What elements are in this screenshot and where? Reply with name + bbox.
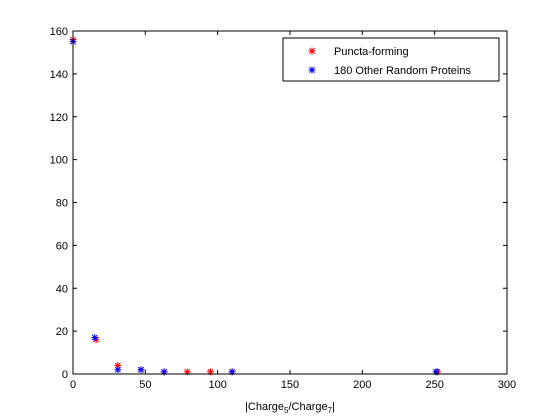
y-tick-label: 100 (50, 155, 68, 167)
legend-entry-label: Puncta-forming (334, 46, 409, 58)
plot-area (73, 31, 507, 374)
y-tick-label: 40 (56, 283, 68, 295)
legend: Puncta-forming 180 Other Random Proteins (282, 37, 500, 82)
y-tick-label: 140 (50, 69, 68, 81)
y-tick-label: 160 (50, 26, 68, 38)
x-axis-label-sub2: 7 (328, 406, 333, 415)
y-tick-label: 20 (56, 326, 68, 338)
x-tick-label: 150 (281, 379, 299, 391)
data-point-other-proteins (91, 334, 99, 342)
x-axis-label-sub1: 5 (284, 406, 289, 415)
legend-box (282, 37, 500, 82)
legend-marker (308, 47, 316, 55)
y-tick-label: 0 (62, 369, 68, 381)
legend-marker (308, 66, 316, 74)
x-tick-label: 100 (208, 379, 226, 391)
x-tick-label: 50 (139, 379, 151, 391)
x-axis-label-middle: /Charge (288, 401, 327, 413)
x-axis-label-prefix: |Charge (245, 401, 284, 413)
y-tick-label: 60 (56, 240, 68, 252)
y-tick-label: 80 (56, 198, 68, 210)
x-axis-label: |Charge5/Charge7| (245, 401, 335, 415)
x-tick-label: 200 (353, 379, 371, 391)
axes-box (72, 30, 508, 375)
x-tick-label: 250 (425, 379, 443, 391)
x-tick-label: 0 (70, 379, 76, 391)
legend-entry-label: 180 Other Random Proteins (334, 65, 471, 77)
ticks-layer: 0 50 100 150 200 250 300 0 20 40 60 80 100 120 140 160 (50, 26, 517, 391)
data-point-other-proteins (114, 366, 122, 374)
y-tick-label: 120 (50, 112, 68, 124)
data-point-other-proteins (137, 366, 145, 374)
x-tick-label: 300 (498, 379, 516, 391)
x-axis-label-suffix: | (332, 401, 335, 413)
data-point-puncta-forming (114, 361, 122, 369)
